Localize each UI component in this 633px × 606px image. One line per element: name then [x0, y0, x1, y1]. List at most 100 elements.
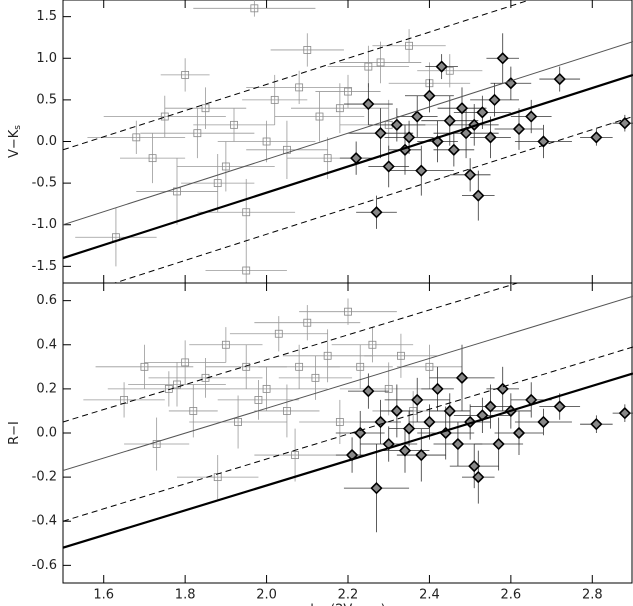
diamond-marker — [459, 127, 473, 140]
y-tick-label: 0.0 — [36, 426, 57, 441]
square-marker — [303, 46, 312, 54]
square-marker — [344, 307, 352, 316]
square-marker — [242, 362, 251, 371]
square-marker — [295, 83, 304, 92]
diamond-marker — [362, 384, 375, 398]
diamond-marker — [553, 400, 566, 413]
x-tick-label: 2.8 — [582, 588, 603, 603]
diamond-marker — [476, 106, 489, 119]
diamond-marker — [590, 418, 603, 431]
square-marker — [189, 407, 198, 415]
diamond-marker — [496, 52, 509, 65]
diamond-marker — [398, 444, 412, 457]
square-marker — [335, 418, 344, 426]
diamond-marker — [443, 404, 456, 418]
y-tick-label: 0.6 — [36, 293, 57, 308]
diamond-marker — [435, 60, 448, 73]
y-axis-label: R−I — [7, 421, 22, 445]
square-marker — [221, 162, 230, 171]
square-marker — [262, 384, 271, 393]
x-axis-label: log(2Vmax) — [310, 603, 385, 606]
square-marker — [242, 208, 251, 217]
diamond-marker — [415, 448, 428, 462]
diamond-marker — [447, 143, 460, 156]
square-marker — [303, 318, 312, 327]
square-marker — [283, 407, 291, 415]
diamond-marker — [423, 415, 436, 429]
diamond-marker — [472, 470, 485, 484]
square-marker — [356, 362, 365, 371]
x-tick-label: 2.2 — [338, 588, 359, 603]
plot-area — [63, 0, 633, 283]
y-tick-label: -0.6 — [32, 558, 57, 573]
diamond-marker — [464, 168, 477, 181]
y-tick-label: 0.5 — [36, 92, 57, 107]
diamond-marker — [484, 131, 497, 144]
diamond-marker — [537, 415, 550, 429]
y-axis-label-sub: s — [13, 125, 23, 130]
square-marker — [376, 58, 385, 67]
diamond-marker — [402, 422, 416, 435]
square-marker — [254, 396, 263, 404]
diamond-marker — [362, 97, 375, 111]
diamond-marker — [354, 426, 367, 440]
fit-line — [63, 372, 633, 549]
fit-line — [63, 346, 633, 522]
square-marker — [262, 137, 271, 146]
diamond-marker — [374, 415, 387, 429]
square-marker — [221, 340, 230, 349]
y-axis-label-main: V−K — [7, 129, 22, 158]
y-tick-label: 0.0 — [36, 134, 57, 149]
x-tick-label: 1.6 — [93, 588, 114, 603]
square-marker — [405, 41, 413, 50]
fit-line — [63, 295, 633, 471]
diamond-marker — [512, 122, 526, 136]
diamond-marker — [370, 482, 383, 495]
square-marker — [291, 451, 299, 459]
diamond-marker — [411, 393, 424, 407]
diamond-marker — [618, 407, 631, 420]
diamond-marker — [451, 437, 465, 451]
diamond-marker — [464, 415, 477, 429]
diamond-marker — [492, 437, 505, 451]
square-marker — [323, 154, 332, 163]
x-tick-label: 2.4 — [419, 588, 440, 603]
square-marker — [274, 329, 283, 338]
fit-line — [63, 73, 633, 260]
diamond-marker — [455, 371, 469, 384]
square-marker — [344, 87, 352, 96]
y-tick-label: -0.2 — [32, 470, 57, 485]
diamond-marker — [443, 114, 456, 127]
y-tick-label: 1.5 — [36, 9, 57, 24]
square-marker — [323, 351, 332, 360]
diamond-marker — [590, 131, 603, 144]
y-tick-label: 0.2 — [36, 381, 57, 396]
diamond-marker — [431, 382, 444, 396]
square-marker — [148, 154, 157, 163]
diamond-marker — [537, 135, 550, 148]
diamond-marker — [415, 164, 428, 177]
diamond-marker — [402, 131, 416, 144]
square-marker — [140, 362, 149, 371]
diamond-marker — [553, 72, 566, 86]
square-marker — [181, 358, 190, 367]
square-marker — [193, 129, 202, 138]
y-tick-label: -1.5 — [32, 259, 57, 274]
square-marker — [368, 340, 377, 349]
diamond-marker — [374, 127, 387, 140]
fit-line — [63, 283, 520, 423]
square-marker — [295, 362, 304, 371]
square-marker — [201, 104, 210, 113]
square-marker — [181, 71, 190, 79]
diamond-marker — [525, 110, 538, 123]
square-marker — [173, 380, 181, 389]
diamond-marker — [382, 160, 395, 173]
fit-line — [113, 116, 633, 283]
diamond-marker — [472, 189, 485, 202]
diamond-marker — [618, 117, 631, 130]
square-marker — [283, 145, 291, 154]
y-axis-label: V−Ks — [7, 125, 23, 158]
square-marker — [311, 373, 320, 382]
square-marker — [315, 112, 324, 121]
